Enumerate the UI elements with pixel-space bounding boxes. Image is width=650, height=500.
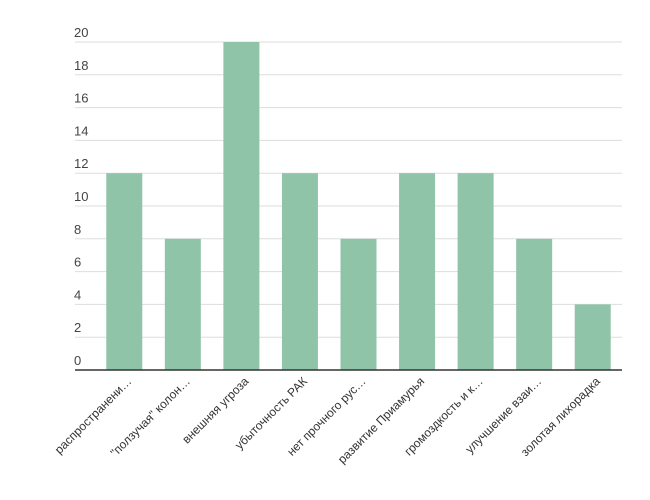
y-tick-label: 14 [74,123,88,138]
bar [399,173,436,370]
y-tick-label: 6 [74,255,81,270]
bar [164,238,201,370]
y-tick-label: 2 [74,320,81,335]
y-tick-label: 12 [74,156,88,171]
y-tick-label: 16 [74,91,88,106]
y-axis-ticks: 0 2 4 6 8 10 12 14 16 18 20 [74,25,88,368]
bar [340,238,377,370]
bar [574,304,611,370]
y-tick-label: 8 [74,222,81,237]
x-axis-labels: распространени…"ползучая" колон…внешняя … [52,374,603,466]
bars [106,42,611,370]
y-tick-label: 20 [74,25,88,40]
bar [516,238,553,370]
bar [281,173,318,370]
bar [457,173,494,370]
y-tick-label: 18 [74,58,88,73]
y-tick-label: 0 [74,353,81,368]
y-tick-label: 10 [74,189,88,204]
bar [223,42,260,370]
y-tick-label: 4 [74,287,81,302]
bar [106,173,143,370]
